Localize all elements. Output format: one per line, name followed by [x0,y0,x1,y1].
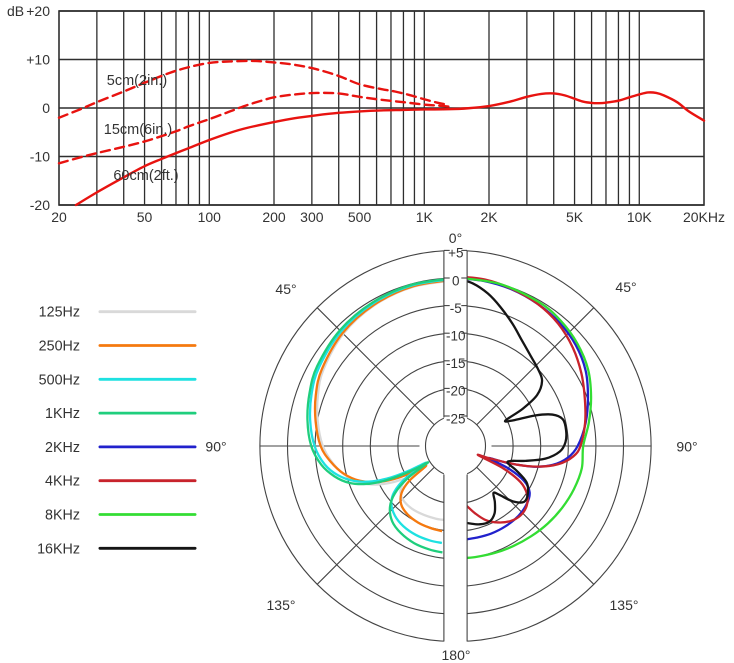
legend-swatch-2KHz [98,445,197,449]
legend-swatch-1KHz [98,411,197,415]
polar-angle-label-135: 135° [610,597,639,613]
polar-ring-label: -20 [446,384,466,399]
legend-swatch-8KHz [98,513,197,516]
fr-x-tick-label: 10K [627,209,653,225]
fr-y-tick-label: +10 [26,52,50,68]
legend-label-16KHz: 16KHz [37,541,80,557]
polar-spoke-45 [316,307,435,426]
polar-angle-label-90: 90° [205,439,226,455]
fr-series-15cm(6in.) [57,91,450,165]
polar-ring-label: +5 [448,246,463,261]
fr-y-tick-label: 0 [42,100,50,116]
polar-series-4KHz [455,275,587,524]
fr-x-tick-label: 50 [137,209,153,225]
polar-series-500Hz [308,277,456,545]
polar-spoke-45 [316,466,435,585]
fr-x-tick-label: 2K [480,209,498,225]
polar-ring-label: -25 [446,411,466,426]
polar-angle-label-90: 90° [676,439,697,455]
legend-swatch-500Hz [98,377,197,381]
polar-angle-label-180: 180° [442,647,471,663]
legend-swatch-4KHz [98,479,197,483]
legend-label-250Hz: 250Hz [39,339,80,355]
fr-series-60cm(2ft.) [74,91,706,207]
polar-series-16KHz [455,276,568,526]
fr-y-tick-label: +20 [26,3,50,19]
legend-swatch-250Hz [98,344,197,347]
fr-x-tick-label: 300 [300,209,324,225]
fr-x-tick-label: 500 [348,209,372,225]
fr-x-tick-label: 20KHz [683,209,725,225]
polar-angle-label-135: 135° [267,597,296,613]
polar-ring-label: -10 [446,329,466,344]
polar-spoke-45 [476,466,595,585]
fr-y-tick-label: -20 [30,197,50,213]
polar-angle-label-45: 45° [615,279,636,295]
fr-y-tick-label: -10 [30,149,50,165]
polar-series-125Hz [316,279,456,522]
fr-plot-border [58,10,705,206]
legend-swatch-125Hz [98,310,197,314]
legend-label-2KHz: 2KHz [45,440,80,456]
fr-x-tick-label: 5K [566,209,584,225]
fr-x-tick-label: 200 [262,209,286,225]
polar-series-1KHz [306,276,456,554]
polar-ring-label: 0 [452,273,460,288]
fr-series-label: 60cm(2ft.) [113,168,178,184]
polar-spoke-45 [476,307,595,426]
legend-label-8KHz: 8KHz [45,508,80,524]
legend-label-1KHz: 1KHz [45,406,80,422]
polar-strip-top [443,243,468,446]
polar-angle-label-0: 0° [449,230,462,246]
fr-x-tick-label: 20 [51,209,67,225]
fr-x-tick-label: 1K [416,209,434,225]
legend-swatch-16KHz [98,546,197,550]
legend-label-125Hz: 125Hz [39,305,80,321]
legend-label-4KHz: 4KHz [45,474,80,490]
polar-ring-label: -15 [446,356,466,371]
fr-series-label: 15cm(6in.) [104,122,173,138]
fr-x-tick-label: 100 [198,209,222,225]
legend-label-500Hz: 500Hz [39,372,80,388]
polar-strip-bottom [443,446,468,650]
fr-series-5cm(2in.) [57,59,450,119]
polar-angle-label-45: 45° [275,281,296,297]
fr-series-label: 5cm(2in.) [107,73,167,89]
polar-ring-label: -5 [450,301,462,316]
fr-axis-unit-label: dB [7,3,24,19]
polar-series-8KHz [455,276,593,560]
